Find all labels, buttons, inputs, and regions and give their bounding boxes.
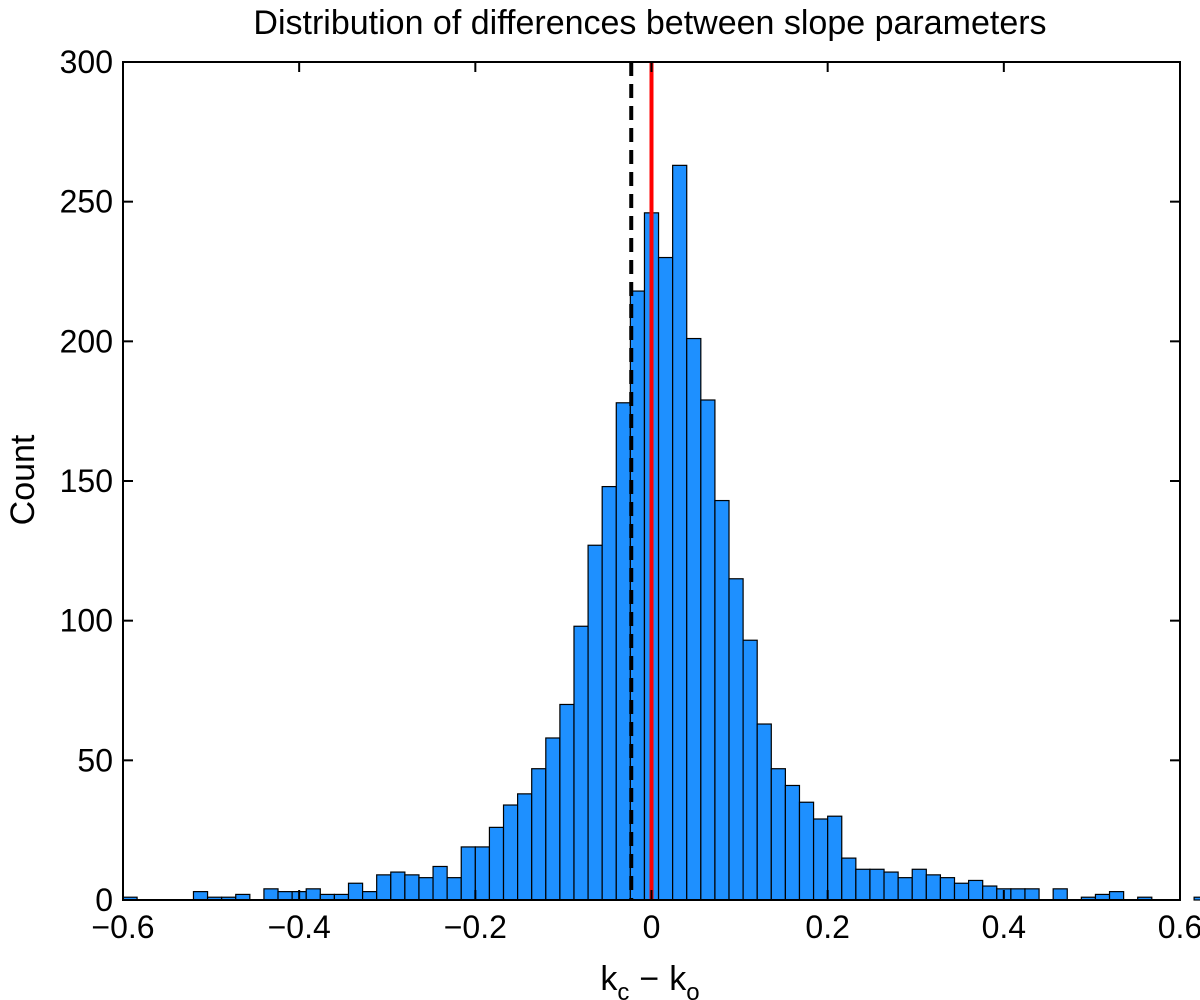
histogram-bar <box>587 544 603 901</box>
x-axis-label: kc − ko <box>600 960 699 1000</box>
x-label-k2: k <box>669 960 687 998</box>
x-tick-label: 0.2 <box>805 909 849 945</box>
histogram-bar <box>1108 891 1125 901</box>
histogram-bar <box>784 784 801 901</box>
histogram-bar <box>911 868 927 901</box>
x-tick-label: 0.6 <box>1158 909 1200 945</box>
histogram-bar <box>855 868 871 901</box>
x-tick-label: −0.6 <box>91 909 154 945</box>
histogram-bar <box>474 846 491 901</box>
histogram-bar <box>376 874 392 901</box>
histogram-bar <box>531 768 547 901</box>
y-tick-label: 100 <box>60 603 113 639</box>
x-label-k1: k <box>600 960 618 998</box>
histogram-bar <box>446 877 462 901</box>
chart-title: Distribution of differences between slop… <box>253 4 1046 42</box>
histogram-bar <box>545 737 561 901</box>
histogram-bar <box>263 888 279 901</box>
histogram-bar <box>305 888 321 901</box>
y-tick-label: 300 <box>60 44 113 80</box>
histogram-bar <box>967 879 984 901</box>
x-label-sub-o: o <box>686 979 699 1000</box>
x-label-minus: − <box>639 960 659 998</box>
x-tick-label: 0.4 <box>982 909 1026 945</box>
histogram-bar <box>488 826 505 901</box>
histogram-bar <box>897 877 913 901</box>
histogram-bar <box>1193 896 1200 901</box>
y-tick-label: 50 <box>77 742 113 778</box>
histogram-bar <box>277 891 293 901</box>
histogram-bar <box>756 723 772 901</box>
histogram-bar <box>714 499 730 901</box>
histogram-bar <box>770 768 786 901</box>
histogram-bar <box>1024 888 1040 901</box>
histogram-bar <box>841 857 857 901</box>
y-axis-ticks: 0 50 100 150 200 250 300 <box>60 44 1180 918</box>
histogram-bar <box>517 793 533 901</box>
histogram-bar <box>559 703 575 901</box>
x-label-sub-c: c <box>617 979 629 1000</box>
histogram-bar <box>728 578 744 901</box>
histogram-bar <box>742 639 758 901</box>
histogram-bar <box>361 891 378 901</box>
histogram-bar <box>418 877 434 901</box>
histogram-bar <box>601 485 617 901</box>
y-tick-label: 250 <box>60 184 113 220</box>
histogram-bar <box>700 399 716 901</box>
histogram-bar <box>1052 888 1068 901</box>
histogram-bar <box>390 871 406 901</box>
histogram-bar <box>432 865 448 901</box>
histogram-bar <box>953 882 970 901</box>
histogram-bar <box>672 164 688 901</box>
histogram-bar <box>827 815 843 901</box>
bars-group <box>122 164 1200 901</box>
y-tick-label: 0 <box>95 882 113 918</box>
histogram-bar <box>798 801 815 901</box>
histogram-bar <box>657 256 674 901</box>
histogram-bar <box>686 337 702 901</box>
histogram-bar <box>925 874 942 901</box>
x-axis-ticks: −0.6 −0.4 −0.2 0 0.2 0.4 0.6 <box>91 62 1200 945</box>
histogram-bar <box>883 871 899 901</box>
histogram-bar <box>982 885 998 901</box>
histogram-bar <box>869 868 885 901</box>
y-tick-label: 200 <box>60 323 113 359</box>
histogram-bar <box>939 877 956 901</box>
histogram-bar <box>404 874 420 901</box>
histogram-bar <box>812 818 829 901</box>
histogram-bar <box>573 625 589 901</box>
histogram-bar <box>460 846 476 901</box>
y-tick-label: 150 <box>60 463 113 499</box>
x-tick-label: −0.4 <box>268 909 331 945</box>
histogram-bar <box>502 804 519 901</box>
histogram-bar <box>347 882 364 901</box>
histogram-bar <box>615 402 631 901</box>
y-axis-label: Count <box>4 434 42 525</box>
x-tick-label: −0.2 <box>444 909 507 945</box>
reference-lines <box>629 62 654 900</box>
histogram-bar <box>192 891 209 901</box>
histogram-bar <box>1010 888 1026 901</box>
x-tick-label: 0 <box>643 909 661 945</box>
